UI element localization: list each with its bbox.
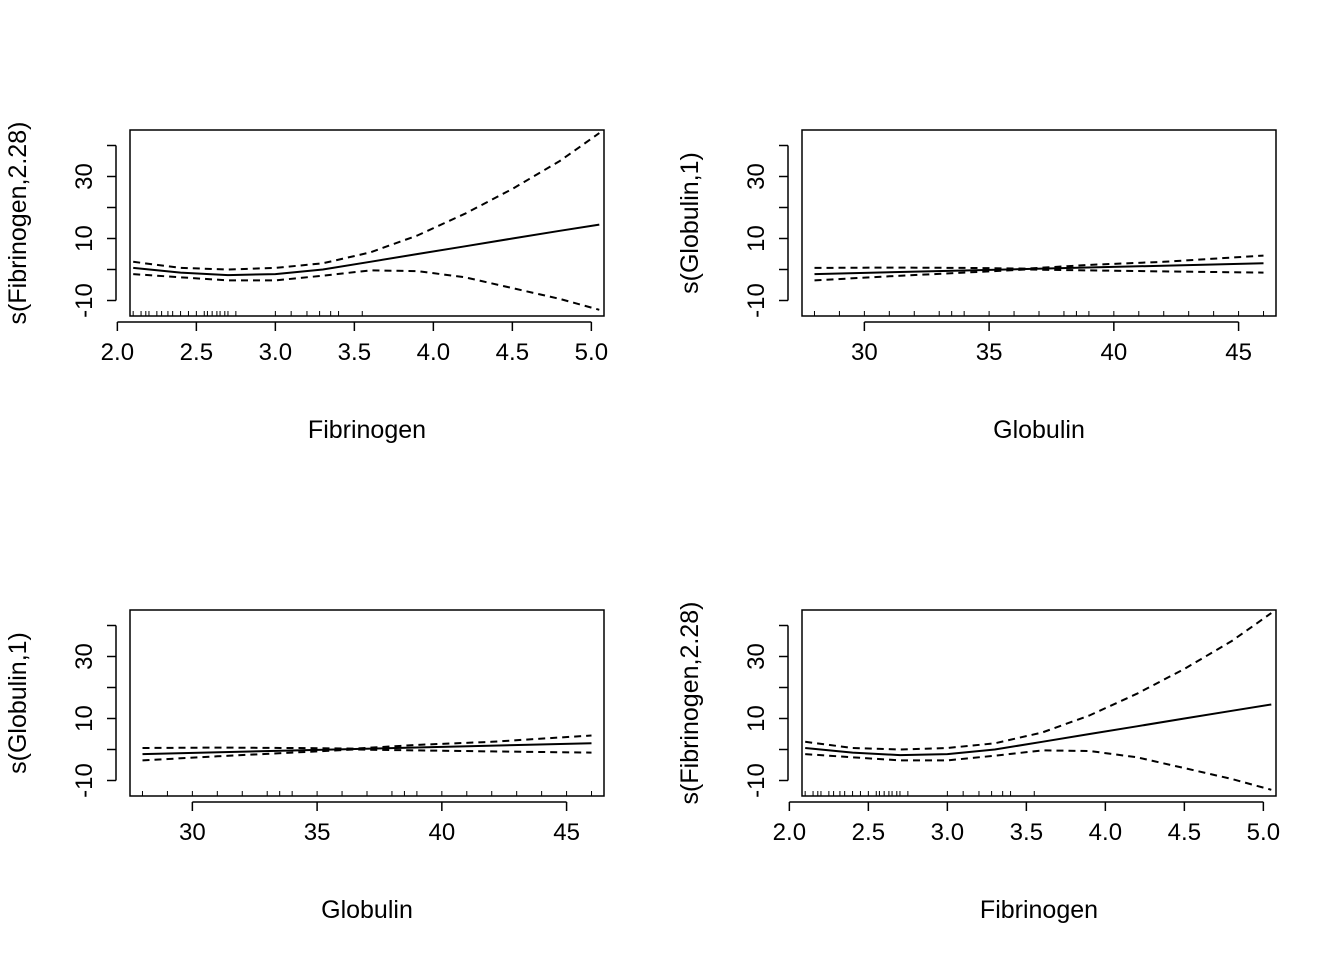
y-axis-title: s(Globulin,1): [676, 152, 704, 294]
x-tick-label: 2.0: [773, 819, 806, 846]
x-tick-label: 2.0: [101, 339, 134, 366]
y-tick-label: 30: [71, 163, 98, 190]
x-tick-label: 2.5: [180, 339, 213, 366]
x-tick-label: 3.5: [1010, 819, 1043, 846]
x-tick-label: 30: [179, 819, 206, 846]
smooth-estimate-line: [142, 742, 592, 756]
confidence-band-line: [133, 132, 600, 271]
x-tick-label: 4.5: [496, 339, 529, 366]
plot-frame: [129, 129, 605, 317]
y-tick-label: 30: [743, 643, 770, 670]
smooth-estimate-line: [814, 262, 1264, 276]
confidence-band-line: [133, 269, 600, 311]
x-axis-title: Globulin: [993, 416, 1085, 444]
y-tick-label: 10: [71, 225, 98, 252]
x-tick-label: 40: [428, 819, 455, 846]
y-axis-title: s(Fibrinogen,2.28): [4, 122, 32, 325]
y-tick-label: -10: [71, 763, 98, 798]
x-tick-label: 5.0: [575, 339, 608, 366]
y-tick-label: -10: [743, 763, 770, 798]
confidence-band-line: [142, 748, 592, 762]
y-tick-label: 30: [71, 643, 98, 670]
confidence-band-line: [814, 254, 1264, 270]
x-tick-label: 30: [851, 339, 878, 366]
x-tick-label: 45: [553, 819, 580, 846]
x-tick-label: 3.0: [259, 339, 292, 366]
x-axis-title: Fibrinogen: [980, 896, 1098, 924]
x-tick-label: 4.5: [1168, 819, 1201, 846]
smooth-estimate-line: [805, 703, 1272, 757]
confidence-band-line: [142, 734, 592, 750]
x-tick-label: 45: [1225, 339, 1252, 366]
x-tick-label: 4.0: [1089, 819, 1122, 846]
y-tick-label: 10: [743, 225, 770, 252]
x-axis-title: Globulin: [321, 896, 413, 924]
confidence-band-line: [805, 612, 1272, 751]
x-tick-label: 5.0: [1247, 819, 1280, 846]
confidence-band-line: [805, 749, 1272, 791]
plot-frame: [129, 609, 605, 797]
plot-panel-bottom-left: 30 35 40 45 -10 10 30 Globulin s(Globulin,1): [4, 609, 605, 924]
y-tick-label: 30: [743, 163, 770, 190]
y-axis-title: s(Globulin,1): [4, 632, 32, 774]
x-tick-label: 35: [976, 339, 1003, 366]
plot-panel-top-left: 2.0 2.5 3.0 3.5 4.0 4.5 5.0 -10 10 30 Fibrinogen s(…: [4, 122, 608, 444]
plot-panel-top-right: 30 35 40 45 -10 10 30 Globulin s(Globulin,1): [676, 129, 1277, 444]
plot-panel-bottom-right: 2.0 2.5 3.0 3.5 4.0 4.5 5.0 -10 10 30 Fibrinogen s(…: [676, 602, 1280, 924]
x-tick-label: 40: [1100, 339, 1127, 366]
y-tick-label: -10: [743, 283, 770, 318]
smooth-estimate-line: [133, 223, 600, 277]
confidence-band-line: [814, 268, 1264, 282]
x-axis-title: Fibrinogen: [308, 416, 426, 444]
x-tick-label: 3.0: [931, 819, 964, 846]
y-tick-label: 10: [743, 705, 770, 732]
x-tick-label: 35: [304, 819, 331, 846]
x-tick-label: 4.0: [417, 339, 450, 366]
x-tick-label: 2.5: [852, 819, 885, 846]
y-axis-title: s(Fibrinogen,2.28): [676, 602, 704, 805]
plot-frame: [801, 609, 1277, 797]
plot-frame: [801, 129, 1277, 317]
y-tick-label: 10: [71, 705, 98, 732]
y-tick-label: -10: [71, 283, 98, 318]
x-tick-label: 3.5: [338, 339, 371, 366]
